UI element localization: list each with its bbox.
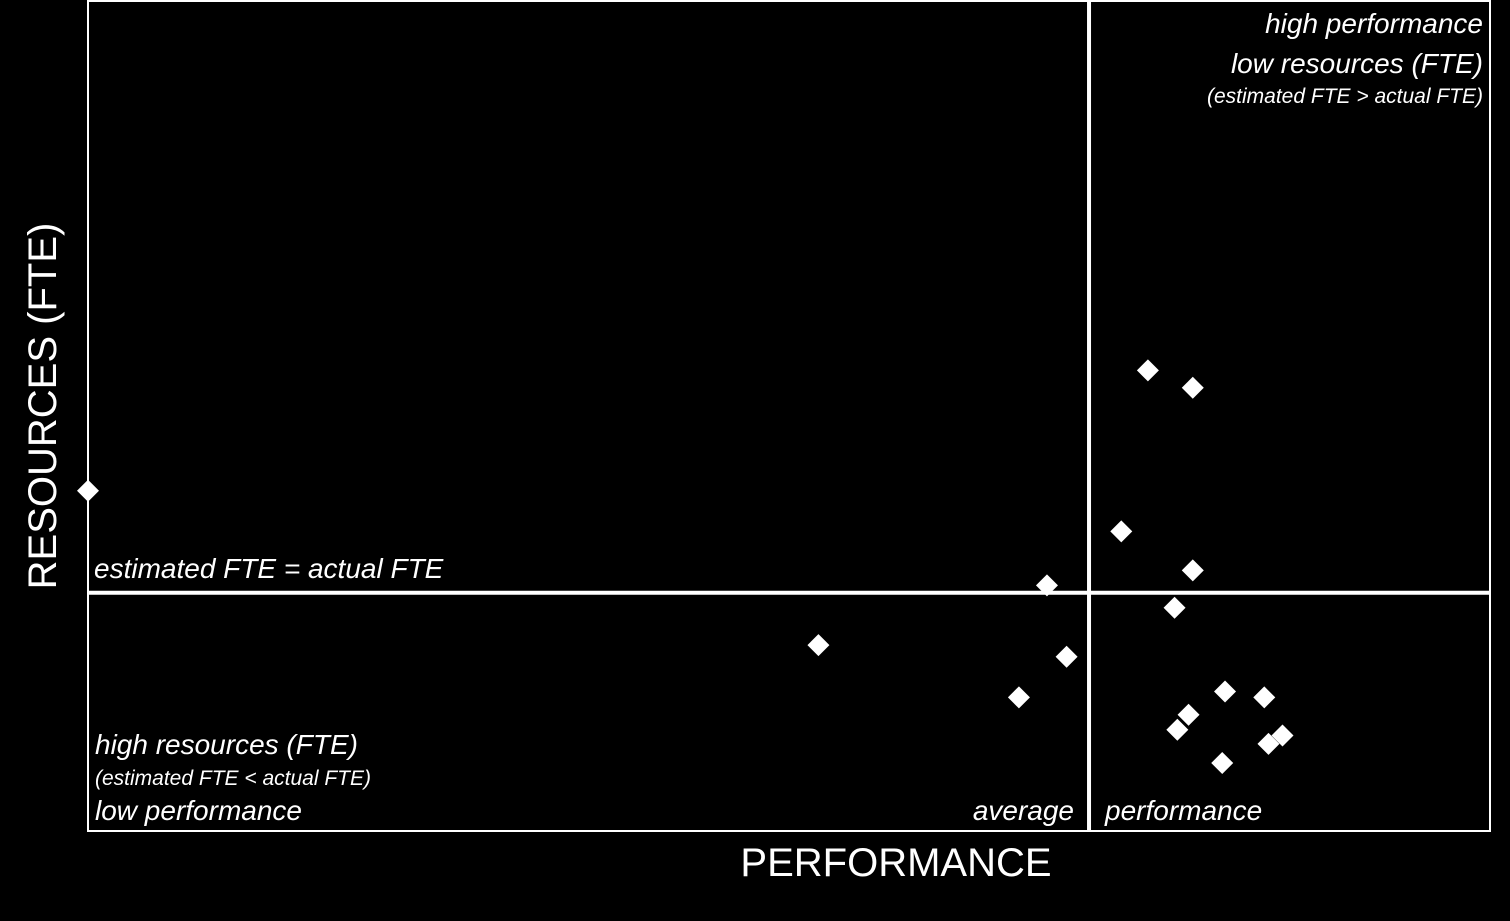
- annotation-bottom-left-line2: (estimated FTE < actual FTE): [95, 767, 371, 790]
- reference-line-label: estimated FTE = actual FTE: [94, 553, 444, 584]
- data-point-3: [1035, 574, 1058, 597]
- y-axis-title: RESOURCES (FTE): [21, 223, 65, 590]
- data-point-10: [1163, 596, 1186, 619]
- data-point-5: [1055, 645, 1078, 668]
- data-point-12: [1253, 686, 1276, 709]
- data-point-14: [1166, 718, 1189, 741]
- plot-area-border: [87, 0, 1491, 832]
- data-point-1: [77, 479, 99, 502]
- annotation-top-right-line3: (estimated FTE > actual FTE): [1207, 85, 1483, 108]
- data-point-7: [1181, 376, 1204, 399]
- data-point-11: [1214, 680, 1237, 703]
- annotation-performance: performance: [1104, 795, 1262, 826]
- data-point-8: [1110, 520, 1133, 543]
- annotation-average: average: [973, 795, 1074, 826]
- data-point-2: [807, 634, 830, 657]
- data-point-4: [1007, 686, 1030, 709]
- data-point-15: [1211, 751, 1234, 774]
- data-point-16: [1257, 732, 1280, 755]
- annotation-top-right-line2: low resources (FTE): [1231, 48, 1483, 79]
- data-point-17: [1271, 724, 1294, 747]
- annotation-top-right-line1: high performance: [1265, 8, 1483, 39]
- data-point-6: [1136, 359, 1159, 382]
- annotation-bottom-left-line1: high resources (FTE): [95, 729, 358, 760]
- data-point-9: [1181, 559, 1204, 582]
- x-axis-title: PERFORMANCE: [740, 841, 1051, 885]
- annotation-bottom-left-line3: low performance: [95, 795, 302, 826]
- data-point-13: [1177, 703, 1200, 726]
- data-points: [77, 359, 1294, 774]
